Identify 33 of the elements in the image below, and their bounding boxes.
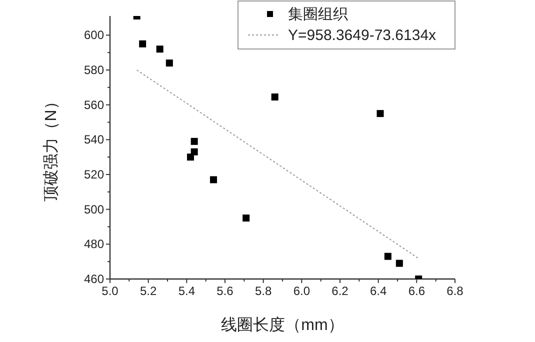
x-tick-label: 6.6 — [408, 284, 426, 298]
point — [156, 46, 164, 53]
legend-label: Y=958.3649-73.6134x — [288, 27, 437, 44]
y-tick-label: 500 — [84, 202, 104, 216]
point — [187, 154, 194, 161]
x-tick-label: 5.8 — [254, 284, 272, 298]
point — [376, 110, 384, 118]
x-tick-label: 6.4 — [370, 284, 387, 298]
y-tick-label: 480 — [84, 237, 104, 252]
point — [271, 93, 278, 100]
x-tick-label: 6.0 — [293, 284, 310, 298]
y-tick-label: 580 — [84, 62, 104, 77]
x-tick-label: 5.4 — [178, 284, 196, 298]
x-tick-label: 5.6 — [216, 284, 234, 298]
point — [396, 260, 403, 267]
x-tick-label: 6.2 — [332, 284, 349, 298]
x-tick-label: 5.2 — [140, 284, 157, 298]
point — [166, 60, 173, 67]
x-tick-label: 5.0 — [102, 284, 119, 298]
x-axis-title: 线圈长度（mm） — [221, 316, 344, 334]
point — [190, 138, 198, 145]
x-tick-label: 6.8 — [446, 284, 464, 298]
point — [242, 214, 250, 222]
point — [210, 176, 217, 184]
legend-label: 集圈组织 — [288, 6, 348, 23]
point — [139, 40, 146, 48]
y-axis-title: 顶破强力（N） — [42, 94, 60, 202]
y-tick-label: 560 — [84, 98, 104, 112]
y-tick-label: 540 — [84, 132, 104, 147]
y-tick-label: 460 — [84, 272, 104, 286]
y-tick-label: 600 — [84, 28, 104, 42]
point — [384, 252, 392, 260]
y-tick-label: 520 — [84, 167, 104, 182]
